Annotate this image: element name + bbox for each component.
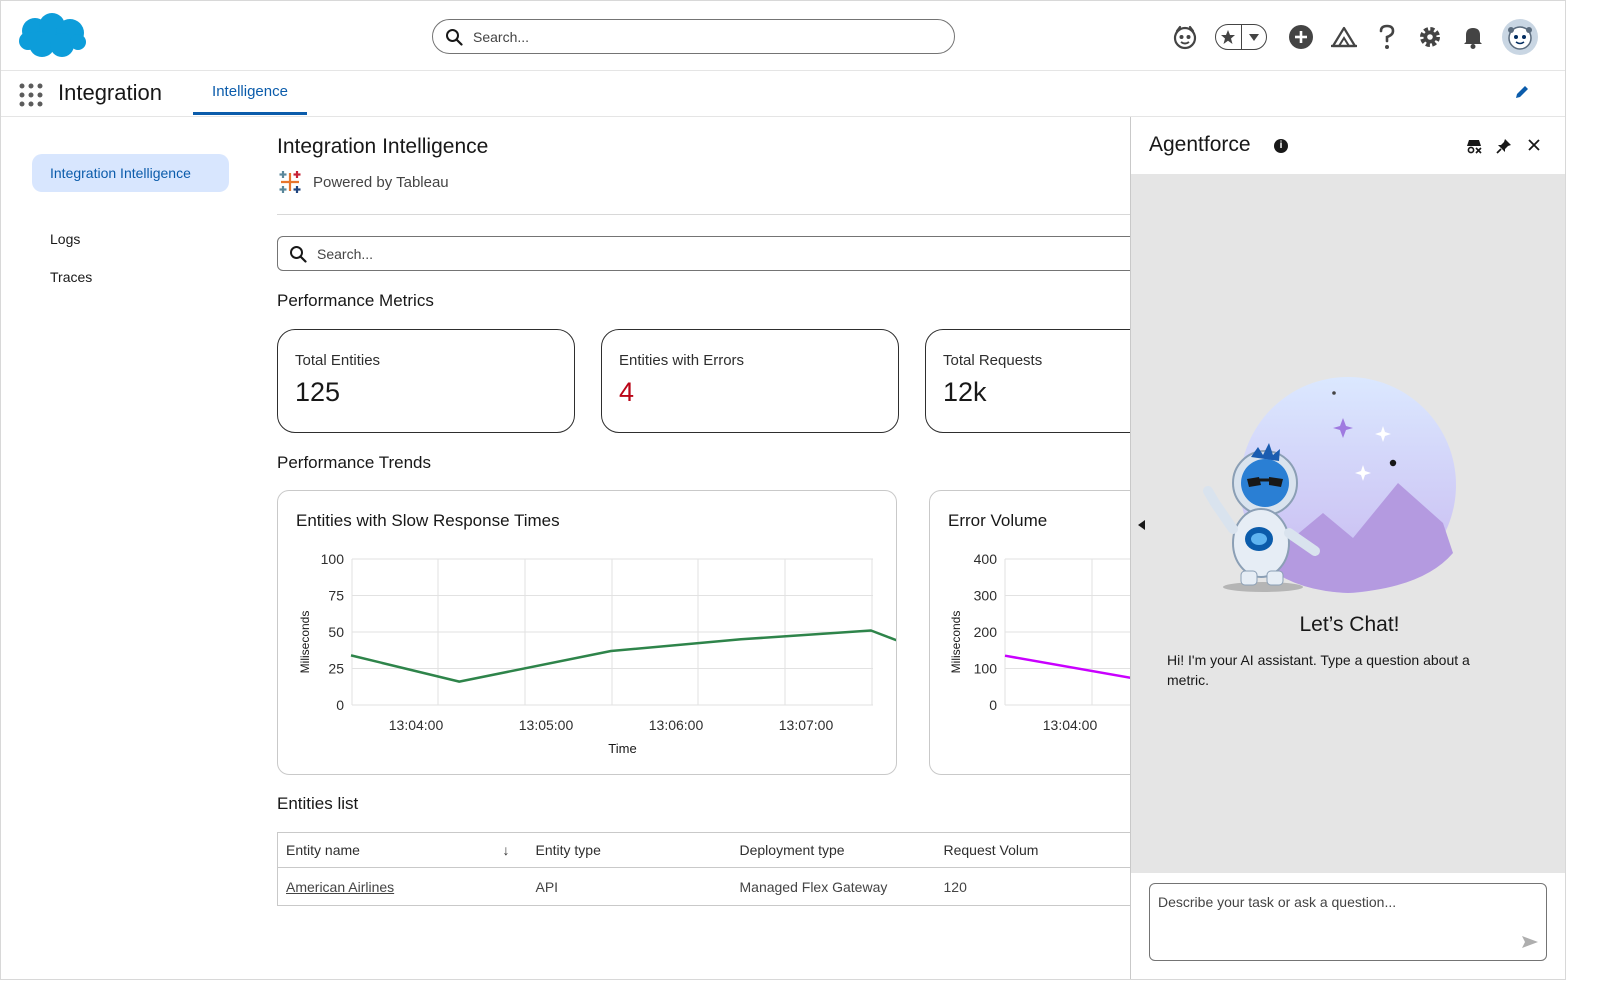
- x-tick-label: 13:04:00: [389, 717, 444, 733]
- favorites-group: [1215, 24, 1267, 50]
- app-nav: Integration Intelligence: [1, 71, 1565, 117]
- tableau-logo-icon: [279, 171, 301, 193]
- table-header-row: Entity name ↓ Entity type Deployment type…: [277, 832, 1131, 868]
- entity-name-link[interactable]: American Airlines: [286, 878, 395, 895]
- performance-trends-heading: Performance Trends: [277, 453, 432, 472]
- metric-label: Entities with Errors: [619, 352, 745, 369]
- slow-response-chart: 100 75 50 25 0 13:04:00 13:05:00 13:06:00 13:07:…: [298, 551, 896, 756]
- app-launcher-icon[interactable]: [19, 83, 43, 107]
- deployment-type-cell: Managed Flex Gateway: [739, 878, 888, 895]
- metric-value: 12k: [943, 377, 987, 407]
- info-icon[interactable]: i: [1274, 139, 1288, 153]
- column-header-deployment-type[interactable]: Deployment type: [731, 832, 936, 868]
- trailhead-icon[interactable]: [1328, 21, 1360, 53]
- y-axis-label: Miliseconds: [949, 611, 963, 674]
- series-line: [1004, 654, 1131, 680]
- error-volume-chart: 400 300 200 100 0 13:04:00 Miliseconds: [949, 551, 1131, 733]
- agentforce-header: Agentforce i: [1131, 117, 1565, 175]
- global-search-input[interactable]: [473, 28, 913, 45]
- search-icon: [446, 28, 463, 46]
- y-tick-label: 0: [989, 697, 997, 713]
- entities-list-heading: Entities list: [277, 794, 359, 813]
- y-tick-label: 25: [328, 661, 344, 677]
- main-content: Integration Intelligence Powered by Tabl…: [277, 117, 1131, 979]
- table-row: American Airlines API Managed Flex Gatew…: [278, 868, 1132, 906]
- edit-pencil-icon[interactable]: [1513, 83, 1531, 101]
- salesforce-logo[interactable]: [18, 11, 88, 61]
- column-header-entity-type[interactable]: Entity type: [527, 832, 732, 868]
- tab-intelligence[interactable]: Intelligence: [193, 71, 307, 115]
- notifications-bell-icon[interactable]: [1457, 21, 1489, 53]
- favorites-star-icon[interactable]: [1216, 25, 1241, 49]
- help-icon[interactable]: [1371, 21, 1403, 53]
- sidebar-item-traces[interactable]: Traces: [50, 269, 93, 285]
- sort-arrow-down-icon[interactable]: ↓: [502, 842, 510, 858]
- y-tick-label: 0: [336, 697, 344, 713]
- y-tick-label: 300: [974, 588, 998, 604]
- divider: [277, 214, 1131, 215]
- add-icon[interactable]: [1285, 21, 1317, 53]
- sidebar-item-logs[interactable]: Logs: [50, 231, 81, 247]
- y-tick-label: 75: [328, 588, 344, 604]
- main-search-input[interactable]: [317, 245, 1117, 262]
- error-volume-chart-card: 400 300 200 100 0 13:04:00 Miliseconds Error V…: [929, 490, 1131, 775]
- avatar[interactable]: [1502, 19, 1538, 55]
- request-volume-cell: 120: [943, 878, 967, 895]
- performance-metrics-heading: Performance Metrics: [277, 291, 434, 310]
- y-tick-label: 100: [974, 661, 998, 677]
- y-axis-label: Miliseconds: [298, 611, 312, 674]
- global-header: [1, 1, 1565, 71]
- metric-label: Total Entities: [295, 352, 381, 369]
- column-header-request-volume[interactable]: Request Volum: [935, 832, 1131, 868]
- chart-title: Entities with Slow Response Times: [296, 511, 560, 530]
- metric-value: 4: [619, 377, 635, 407]
- metric-card-entities-with-errors[interactable]: Entities with Errors 4: [601, 329, 899, 433]
- powered-by: Powered by Tableau: [277, 169, 449, 195]
- metric-card-total-entities[interactable]: Total Entities 125: [277, 329, 575, 433]
- chat-footer: [1131, 873, 1565, 979]
- powered-by-label: Powered by Tableau: [313, 173, 449, 191]
- favorites-dropdown-icon[interactable]: [1240, 25, 1266, 49]
- chat-input[interactable]: [1149, 883, 1547, 961]
- slow-response-chart-card: 100 75 50 25 0 13:04:00 13:05:00 13:06:00 13:07:…: [277, 490, 897, 775]
- chat-title: Let’s Chat!: [1299, 613, 1400, 636]
- app-name: Integration: [58, 80, 162, 105]
- send-icon[interactable]: [1521, 935, 1539, 949]
- incognito-icon[interactable]: [1465, 137, 1483, 155]
- app-frame: Integration Intelligence Integration Int…: [0, 0, 1566, 980]
- series-line: [350, 629, 896, 683]
- x-tick-label: 13:07:00: [779, 717, 834, 733]
- metric-label: Total Requests: [943, 352, 1043, 369]
- search-icon: [290, 245, 307, 263]
- agentforce-title: Agentforce: [1149, 133, 1251, 156]
- y-tick-label: 100: [321, 551, 345, 567]
- chart-title: Error Volume: [948, 511, 1048, 530]
- setup-gear-icon[interactable]: [1414, 21, 1446, 53]
- agent-astro-illustration: [1203, 377, 1456, 593]
- column-header-entity-name[interactable]: Entity name ↓: [277, 832, 528, 868]
- sidebar-item-integration-intelligence[interactable]: Integration Intelligence: [32, 154, 229, 192]
- header-icons: [1169, 17, 1538, 57]
- page-title: Integration Intelligence: [277, 135, 489, 158]
- agentforce-panel: Agentforce i: [1130, 117, 1565, 979]
- y-tick-label: 200: [974, 624, 998, 640]
- entities-table: Entity name ↓ Entity type Deployment type…: [277, 832, 1131, 906]
- x-tick-label: 13:04:00: [1043, 717, 1098, 733]
- y-tick-label: 400: [974, 551, 998, 567]
- collapse-panel-icon[interactable]: [1137, 519, 1147, 531]
- chat-subtitle: Hi! I'm your AI assistant. Type a questi…: [1167, 652, 1470, 688]
- metric-value: 125: [295, 377, 341, 407]
- entity-type-cell: API: [535, 878, 559, 895]
- pin-icon[interactable]: [1495, 137, 1513, 155]
- metric-card-total-requests[interactable]: Total Requests 12k: [925, 329, 1131, 433]
- x-tick-label: 13:05:00: [519, 717, 574, 733]
- einstein-icon[interactable]: [1169, 21, 1201, 53]
- x-axis-label: Time: [608, 741, 636, 756]
- y-tick-label: 50: [328, 624, 344, 640]
- global-search[interactable]: [432, 19, 955, 54]
- x-tick-label: 13:06:00: [649, 717, 704, 733]
- close-icon[interactable]: [1526, 137, 1542, 153]
- main-search[interactable]: [277, 236, 1131, 271]
